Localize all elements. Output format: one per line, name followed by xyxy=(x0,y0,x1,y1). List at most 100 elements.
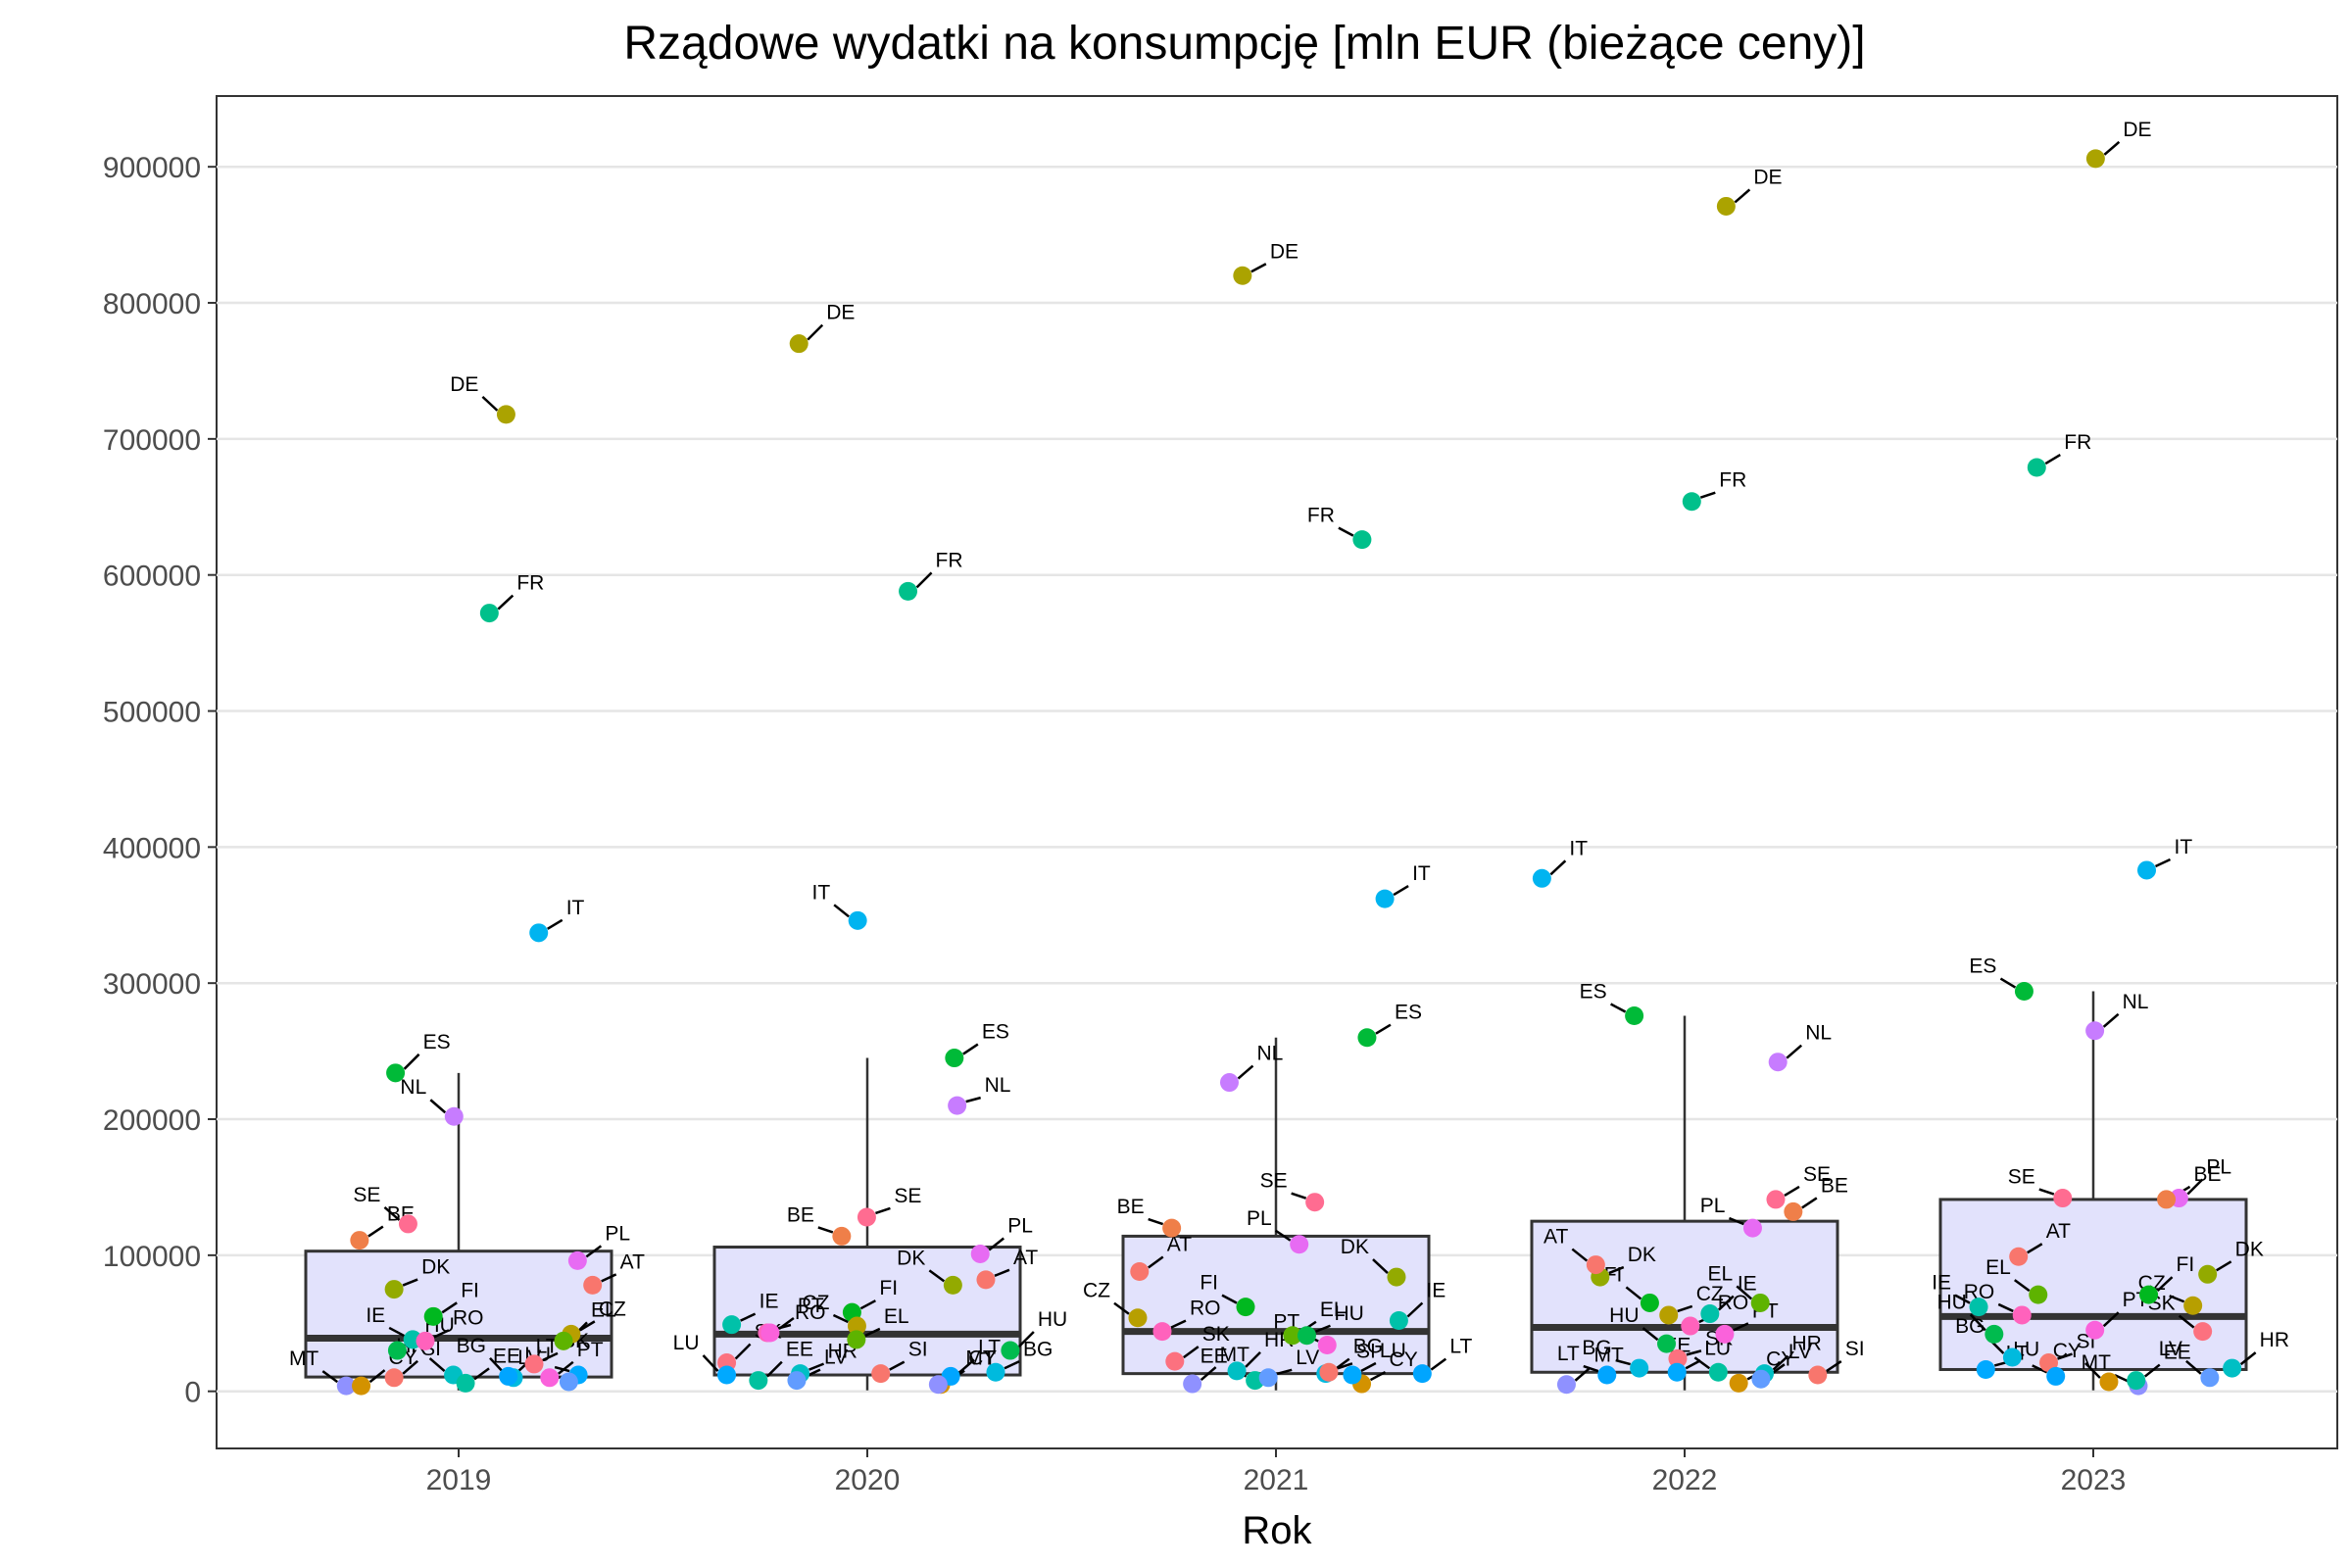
point-label: PL xyxy=(1007,1214,1033,1237)
point-label: IT xyxy=(1569,837,1588,859)
data-point xyxy=(1700,1304,1720,1324)
point-label: LT xyxy=(1449,1336,1472,1358)
label-leader xyxy=(428,1357,446,1372)
data-point xyxy=(2099,1372,2119,1392)
point-label: BE xyxy=(2194,1163,2222,1186)
label-leader xyxy=(1315,1324,1331,1333)
point-label: BG xyxy=(1582,1337,1611,1359)
label-leader xyxy=(1406,1301,1424,1318)
point-label: LV xyxy=(2159,1338,2182,1360)
label-leader xyxy=(740,1312,757,1322)
data-point xyxy=(387,1341,407,1360)
label-leader xyxy=(1221,1294,1238,1304)
data-point xyxy=(847,1316,866,1336)
point-label: EL xyxy=(591,1298,616,1321)
data-point xyxy=(2139,1285,2159,1304)
label-leader xyxy=(2084,1362,2101,1379)
data-point xyxy=(416,1331,435,1350)
data-point xyxy=(1389,1310,1408,1330)
point-label: FR xyxy=(2064,431,2091,454)
data-point xyxy=(976,1270,996,1290)
point-label: EL xyxy=(1708,1262,1734,1285)
label-leader xyxy=(1734,188,1751,204)
data-point xyxy=(943,1275,962,1295)
data-point xyxy=(2012,1305,2032,1325)
point-label: BG xyxy=(1023,1338,1053,1360)
data-point xyxy=(1130,1262,1150,1282)
label-leader xyxy=(832,1313,849,1324)
label-leader xyxy=(542,1351,559,1362)
data-point xyxy=(945,1049,964,1068)
label-leader xyxy=(2154,858,2172,868)
point-label: NL xyxy=(985,1074,1011,1097)
label-leader xyxy=(383,1205,401,1221)
label-leader xyxy=(928,1269,946,1283)
box-iqr xyxy=(304,1250,613,1379)
data-point xyxy=(1319,1362,1339,1382)
label-leader xyxy=(368,1369,386,1384)
label-leader xyxy=(579,1320,596,1332)
point-label: NL xyxy=(400,1076,426,1099)
point-label: SE xyxy=(2008,1166,2035,1189)
label-leader xyxy=(1717,1295,1735,1311)
data-point xyxy=(1750,1293,1770,1312)
data-point xyxy=(832,1226,852,1246)
label-leader xyxy=(864,1327,881,1338)
point-label: EE xyxy=(786,1339,813,1361)
label-leader xyxy=(2216,1260,2232,1272)
data-point xyxy=(948,1096,967,1115)
data-point xyxy=(384,1280,404,1299)
data-point xyxy=(787,1371,807,1391)
data-point xyxy=(496,405,515,424)
x-tick-label: 2022 xyxy=(1652,1464,1718,1496)
point-label: PL xyxy=(1247,1207,1272,1230)
data-point xyxy=(899,581,918,601)
data-point xyxy=(1625,1006,1644,1026)
point-label: LV xyxy=(824,1347,848,1369)
data-point xyxy=(559,1372,578,1392)
label-leader xyxy=(1250,263,1267,273)
data-point xyxy=(1742,1218,1762,1238)
label-leader xyxy=(1699,491,1716,499)
point-label: CZ xyxy=(1083,1280,1110,1302)
label-leader xyxy=(388,1326,405,1338)
data-point xyxy=(456,1373,475,1393)
point-label: MT xyxy=(289,1348,318,1370)
label-leader xyxy=(1736,1285,1753,1300)
point-label: FI xyxy=(2177,1253,2195,1276)
label-leader xyxy=(988,1237,1005,1251)
y-tick-label: 500000 xyxy=(103,697,201,729)
data-point xyxy=(722,1315,742,1335)
point-label: IT xyxy=(566,897,585,919)
point-label: SE xyxy=(1803,1163,1831,1186)
point-label: SE xyxy=(1260,1170,1288,1193)
point-label: EE xyxy=(493,1345,520,1367)
data-point xyxy=(2137,860,2157,880)
point-label: PL xyxy=(1700,1195,1726,1217)
data-point xyxy=(554,1331,573,1350)
data-point xyxy=(857,1207,876,1227)
label-leader xyxy=(1999,977,2017,989)
data-point xyxy=(1708,1362,1728,1382)
label-leader xyxy=(2057,1352,2073,1360)
chart-title: Rządowe wydatki na konsumpcję [mln EUR (… xyxy=(623,18,1865,70)
data-point xyxy=(2200,1368,2220,1388)
label-leader xyxy=(1801,1197,1818,1209)
label-leader xyxy=(368,1225,384,1238)
label-leader xyxy=(2044,453,2061,466)
data-point xyxy=(717,1365,737,1385)
point-label: CZ xyxy=(599,1298,626,1320)
data-point xyxy=(1630,1358,1649,1378)
label-leader xyxy=(994,1268,1010,1278)
point-label: MT xyxy=(1593,1345,1623,1367)
data-point xyxy=(336,1376,356,1396)
data-point xyxy=(1412,1364,1432,1384)
label-leader xyxy=(765,1360,783,1378)
label-leader xyxy=(481,395,499,412)
data-point xyxy=(1984,1324,2004,1344)
label-leader xyxy=(554,1365,570,1373)
label-leader xyxy=(1113,1301,1130,1315)
data-point xyxy=(1729,1373,1748,1393)
point-label: FR xyxy=(936,549,963,571)
